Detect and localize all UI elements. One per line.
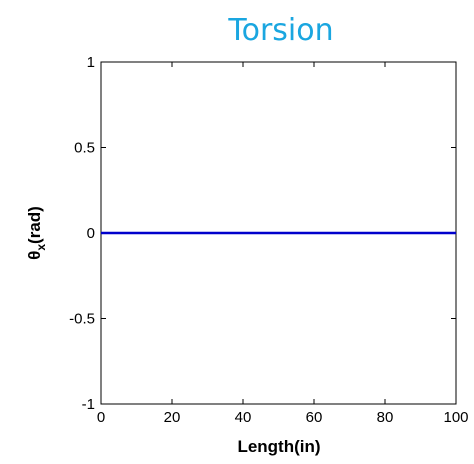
x-axis-ticks: 0 20 40 60 80 100 xyxy=(97,62,469,426)
y-tick-label: -0.5 xyxy=(69,311,95,328)
y-tick-label: 0 xyxy=(87,225,95,242)
x-tick-label: 40 xyxy=(235,409,252,426)
y-axis-label-unit: (rad) xyxy=(25,206,44,244)
y-tick-label: -1 xyxy=(82,396,95,413)
x-tick-label: 100 xyxy=(443,409,468,426)
y-axis-label-subscript: x xyxy=(34,244,48,251)
y-axis-label: θx(rad) xyxy=(25,206,48,260)
x-tick-label: 0 xyxy=(97,409,105,426)
y-tick-label: 1 xyxy=(87,54,95,71)
x-tick-label: 20 xyxy=(164,409,181,426)
x-axis-label: Length(in) xyxy=(237,437,320,456)
y-axis-label-symbol: θ xyxy=(25,251,44,260)
chart-title: Torsion xyxy=(227,13,333,48)
x-tick-label: 60 xyxy=(306,409,323,426)
y-tick-label: 0.5 xyxy=(74,140,95,157)
y-axis-ticks: -1 -0.5 0 0.5 1 xyxy=(69,54,456,413)
x-tick-label: 80 xyxy=(377,409,394,426)
